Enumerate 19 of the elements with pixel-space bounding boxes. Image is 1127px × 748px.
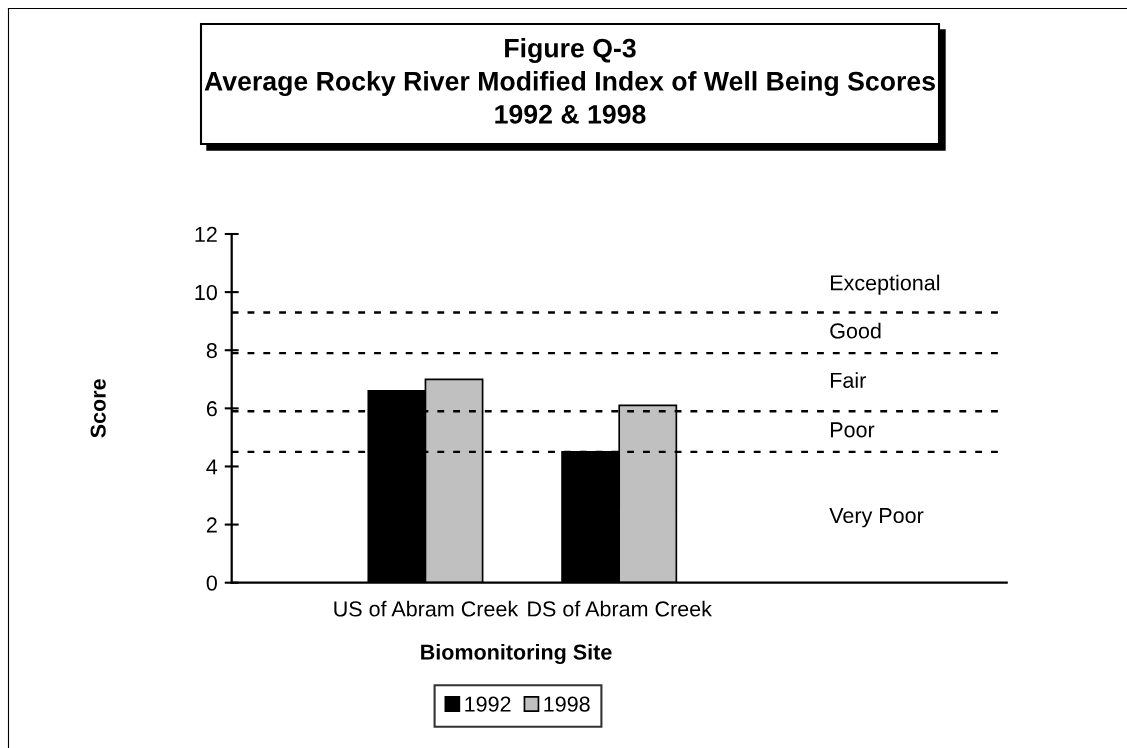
y-tick-label: 0 (206, 575, 217, 591)
annotation: Poor (830, 422, 875, 438)
annotation: Exceptional (830, 274, 940, 295)
legend-label: 1992 (465, 696, 511, 712)
annotation: Good (830, 322, 881, 339)
x-tick-label: US of Abram Creek (334, 600, 519, 617)
y-tick-label: 4 (206, 459, 218, 475)
annotation: Fair (830, 372, 866, 388)
x-axis-title: Biomonitoring Site (421, 643, 612, 665)
chart-title: Figure Q-3 Average Rocky River Modified Index of Well Being Scores 1992 & 1998 (204, 37, 935, 124)
annotation: Very Poor (829, 508, 924, 528)
y-tick-label: 2 (206, 517, 217, 533)
x-tick-label: DS of Abram Creek (528, 600, 712, 617)
y-tick-label: 6 (206, 401, 217, 417)
y-tick-label: 10 (195, 284, 217, 301)
legend-label: 1998 (544, 696, 590, 712)
y-axis-title: Score (90, 379, 106, 438)
y-tick-label: 8 (206, 343, 217, 359)
y-tick-label: 12 (195, 226, 217, 242)
